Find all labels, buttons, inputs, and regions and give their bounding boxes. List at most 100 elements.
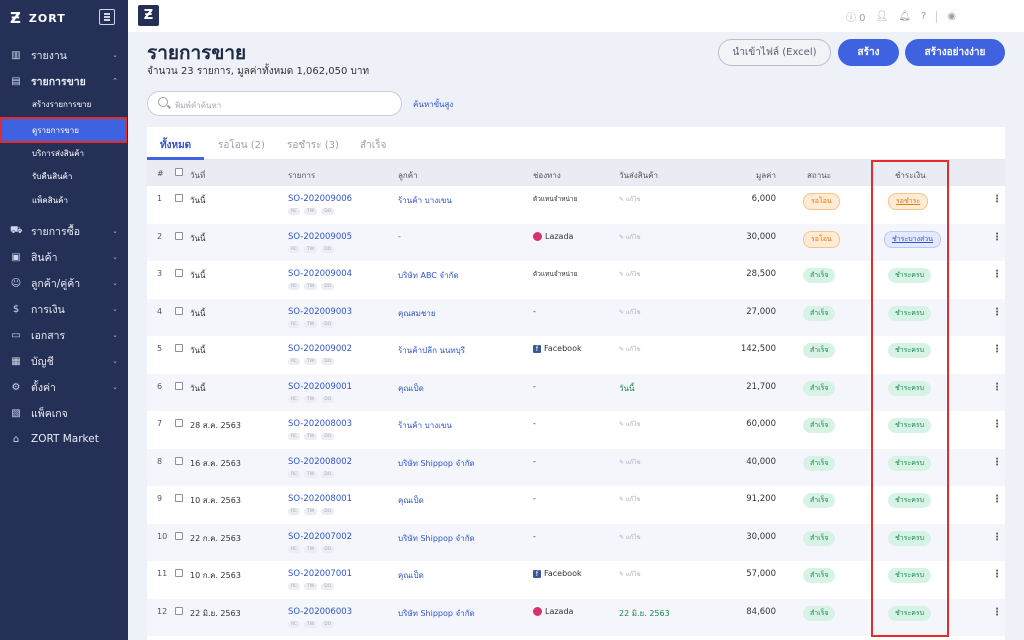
table-row[interactable]: 12 22 มิ.ย. 2563 SO-202006003 RC TW DO บริษัท …	[147, 598, 1005, 636]
tab-completed[interactable]: สำเร็จ	[360, 140, 387, 151]
nav-item-8[interactable]: ⚙ ตั้งค่า ⌄	[0, 377, 128, 397]
doc-tag[interactable]: TW	[304, 583, 318, 590]
menu-toggle-icon[interactable]	[99, 9, 115, 25]
col-customer[interactable]: ลูกค้า	[398, 171, 418, 180]
customer-link[interactable]: บริษัท Shippop จำกัด	[398, 458, 475, 468]
doc-tag[interactable]: DO	[321, 508, 335, 515]
customer-link[interactable]: ร้านค้าปลีก นนทบุรี	[398, 346, 466, 355]
doc-tag[interactable]: TW	[304, 620, 318, 628]
edit-ship-date[interactable]: ✎ แก้ไข	[619, 496, 641, 503]
create-button[interactable]: สร้าง	[838, 39, 899, 66]
row-checkbox[interactable]	[175, 344, 183, 352]
subnav-packing[interactable]: แพ็คสินค้า	[32, 196, 68, 205]
more-options-icon[interactable]: ⋮	[992, 344, 1002, 355]
doc-tag[interactable]: TW	[304, 358, 318, 365]
select-all-checkbox[interactable]	[175, 168, 183, 176]
ship-date[interactable]: 22 มิ.ย. 2563	[619, 608, 670, 618]
nav-item-2[interactable]: ⛟ รายการซื้อ ⌄	[0, 221, 128, 241]
doc-tag[interactable]: TW	[304, 433, 318, 440]
zort-logo-icon[interactable]: Ƶ	[138, 5, 159, 26]
doc-tag[interactable]: RC	[288, 470, 301, 478]
table-row[interactable]: 9 10 ส.ค. 2563 SO-202008001 RC TW DO คุณเป็ด - ✎…	[147, 486, 1005, 524]
nav-item-6[interactable]: ▭ เอกสาร ⌄	[0, 325, 128, 345]
more-options-icon[interactable]: ⋮	[992, 381, 1002, 393]
payment-badge[interactable]: ชำระครบ	[888, 305, 932, 321]
tab-all[interactable]: ทั้งหมด	[160, 140, 192, 151]
edit-ship-date[interactable]: ✎ แก้ไข	[619, 234, 641, 241]
account-icon[interactable]: ◉	[947, 11, 956, 22]
notification-counter[interactable]: ⓘ 0	[845, 13, 866, 24]
customer-link[interactable]: คุณเป็ด	[398, 383, 424, 393]
payment-badge[interactable]: ชำระครบ	[888, 455, 932, 471]
payment-badge[interactable]: ชำระครบ	[888, 418, 932, 433]
customer-link[interactable]: คุณเป็ด	[398, 571, 424, 580]
row-checkbox[interactable]	[175, 456, 183, 465]
customer-link[interactable]: ร้านค้า บางเขน	[398, 421, 452, 430]
order-number-link[interactable]: SO-202007002	[288, 531, 353, 542]
doc-tag[interactable]: TW	[304, 320, 318, 328]
row-checkbox[interactable]	[175, 269, 183, 277]
doc-tag[interactable]: TW	[304, 208, 318, 215]
table-row[interactable]: 5 วันนี้ SO-202009002 RC TW DO ร้านค้าปลีก นนท…	[147, 336, 1005, 374]
subnav-shipping-service[interactable]: บริการส่งสินค้า	[32, 149, 84, 158]
more-options-icon[interactable]: ⋮	[992, 456, 1002, 468]
table-row[interactable]: 3 วันนี้ SO-202009004 RC TW DO บริษัท ABC จำกั…	[147, 261, 1005, 299]
edit-ship-date[interactable]: ✎ แก้ไข	[619, 459, 641, 466]
subnav-create-sale[interactable]: สร้างรายการขาย	[32, 100, 92, 109]
doc-tag[interactable]: RC	[288, 583, 301, 590]
payment-badge[interactable]: รอชำระ	[888, 193, 929, 210]
edit-ship-date[interactable]: ✎ แก้ไข	[619, 309, 641, 316]
order-number-link[interactable]: SO-202009001	[288, 381, 353, 392]
doc-tag[interactable]: DO	[321, 208, 335, 215]
row-checkbox[interactable]	[175, 531, 183, 540]
doc-tag[interactable]: DO	[321, 320, 335, 328]
subnav-view-sales[interactable]: ดูรายการขาย	[0, 117, 127, 143]
order-number-link[interactable]: SO-202009003	[288, 306, 353, 317]
nav-item-1[interactable]: ▤ รายการขาย ⌃	[0, 71, 128, 91]
col-ship-date[interactable]: วันส่งสินค้า	[619, 171, 658, 180]
row-checkbox[interactable]	[175, 419, 183, 427]
doc-tag[interactable]: RC	[288, 395, 301, 403]
table-row[interactable]: 4 วันนี้ SO-202009003 RC TW DO คุณสมชาย - ✎ แก้ไ…	[147, 298, 1005, 336]
doc-tag[interactable]: DO	[321, 395, 335, 403]
order-number-link[interactable]: SO-202009002	[288, 344, 353, 354]
user-icon[interactable]: 👤︎	[875, 11, 889, 22]
order-number-link[interactable]: SO-202008002	[288, 456, 353, 467]
row-checkbox[interactable]	[175, 569, 183, 577]
table-row[interactable]: 2 วันนี้ SO-202009005 RC TW DO - Lazada ✎ แก้ไข 3…	[147, 223, 1005, 261]
doc-tag[interactable]: DO	[321, 470, 335, 478]
col-status[interactable]: สถานะ	[807, 171, 831, 180]
advanced-search-link[interactable]: ค้นหาขั้นสูง	[413, 100, 454, 109]
doc-tag[interactable]: DO	[321, 545, 335, 553]
payment-badge[interactable]: ชำระครบ	[888, 605, 932, 621]
tab-awaiting-transfer[interactable]: รอโอน (2)	[218, 140, 265, 151]
help-icon[interactable]: ?	[920, 11, 927, 22]
order-number-link[interactable]: SO-202009006	[288, 194, 353, 204]
doc-tag[interactable]: RC	[288, 320, 301, 328]
tab-awaiting-payment[interactable]: รอชำระ (3)	[287, 140, 339, 151]
row-checkbox[interactable]	[175, 194, 183, 202]
brand-logo[interactable]: Ƶ ZORT	[10, 9, 66, 27]
col-amount[interactable]: มูลค่า	[756, 171, 777, 180]
doc-tag[interactable]: RC	[288, 245, 301, 253]
doc-tag[interactable]: DO	[321, 583, 335, 590]
doc-tag[interactable]: DO	[321, 433, 335, 440]
search-input[interactable]: พิมพ์คำค้นหา	[147, 91, 402, 116]
edit-ship-date[interactable]: ✎ แก้ไข	[619, 271, 641, 278]
edit-ship-date[interactable]: ✎ แก้ไข	[619, 421, 641, 428]
payment-badge[interactable]: ชำระครบ	[888, 268, 932, 283]
col-channel[interactable]: ช่องทาง	[533, 171, 561, 180]
row-checkbox[interactable]	[175, 381, 183, 390]
order-number-link[interactable]: SO-202006003	[288, 606, 353, 617]
doc-tag[interactable]: RC	[288, 358, 301, 365]
col-payment[interactable]: ชำระเงิน	[895, 171, 926, 180]
edit-ship-date[interactable]: ✎ แก้ไข	[619, 534, 641, 541]
table-row[interactable]: 8 16 ส.ค. 2563 SO-202008002 RC TW DO บริษัท Sh…	[147, 448, 1005, 486]
doc-tag[interactable]: RC	[288, 620, 301, 628]
nav-item-5[interactable]: $ การเงิน ⌄	[0, 299, 128, 319]
row-checkbox[interactable]	[175, 231, 183, 240]
doc-tag[interactable]: RC	[288, 433, 301, 440]
col-date[interactable]: วันที่	[190, 171, 206, 180]
doc-tag[interactable]: DO	[321, 245, 335, 253]
table-row[interactable]: 6 วันนี้ SO-202009001 RC TW DO คุณเป็ด - วันนี้ 2…	[147, 373, 1005, 411]
